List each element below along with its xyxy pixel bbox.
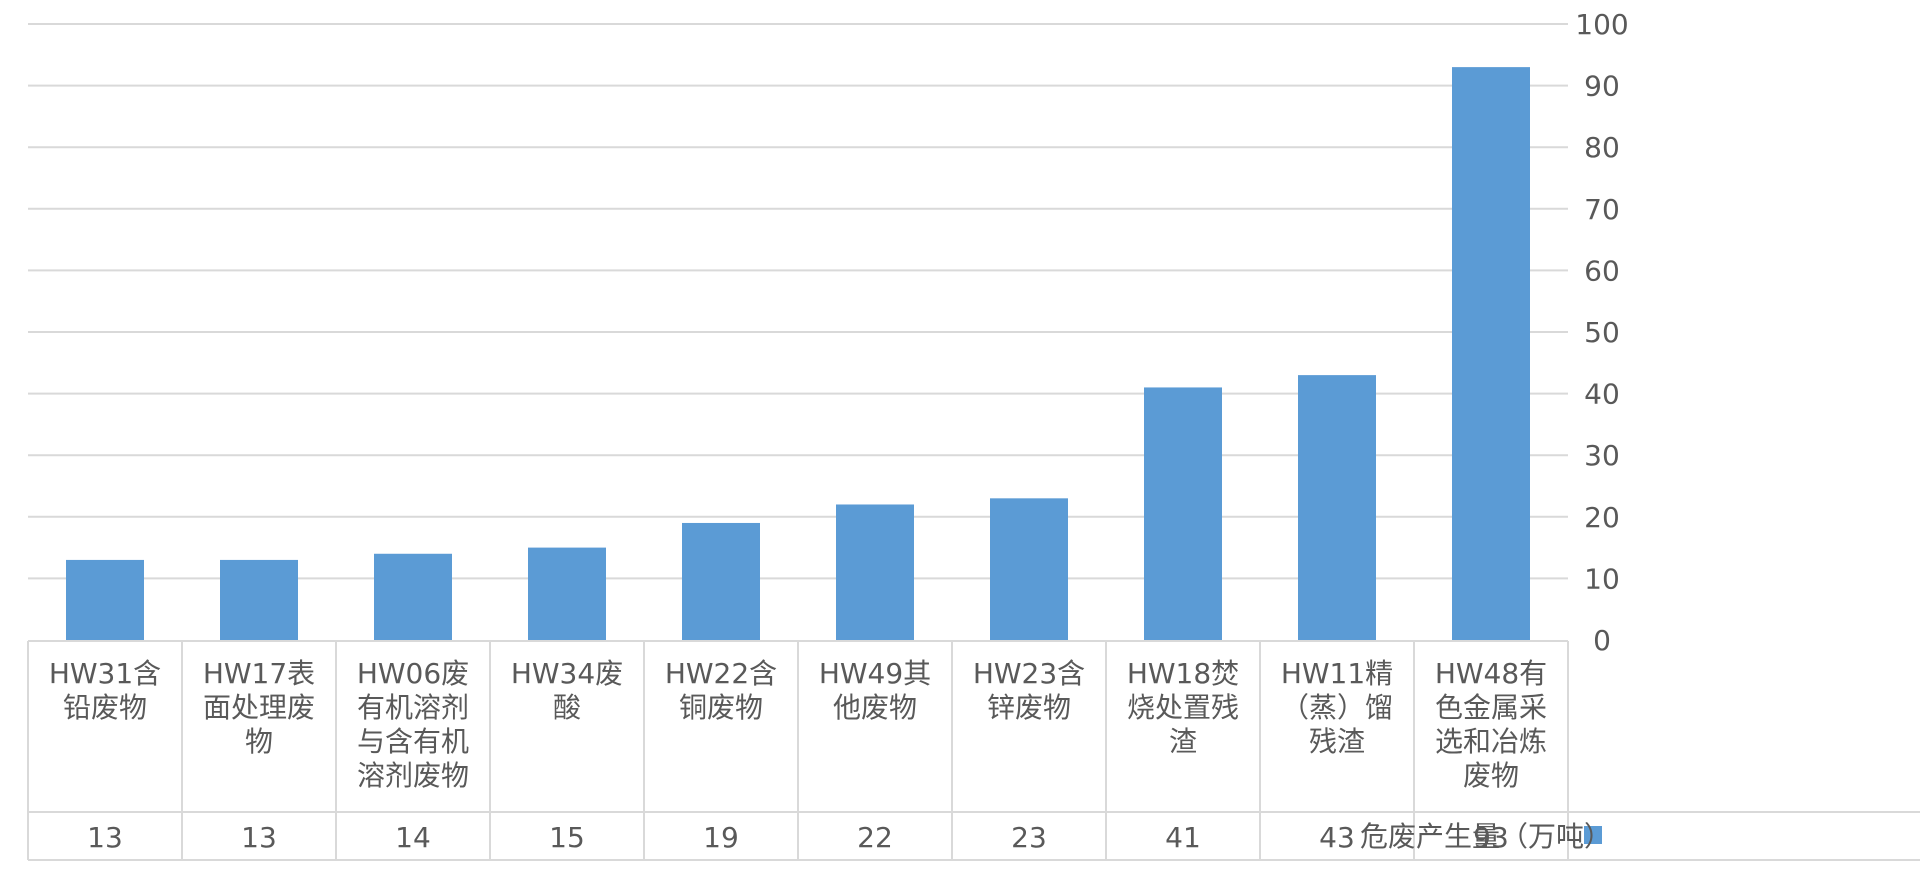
category-label: 铜废物 [679,691,763,724]
data-table-value: 13 [241,821,277,854]
data-table [27,640,1920,861]
category-label: HW34废 [511,657,623,690]
category-label: HW06废 [357,657,469,690]
category-label: HW49其 [819,657,931,690]
category-label: HW31含 [49,657,161,690]
category-label: 与含有机 [357,725,469,758]
data-table-value: 43 [1319,821,1355,854]
category-label: （蒸）馏 [1281,691,1393,724]
category-label: 色金属采 [1435,691,1547,724]
category-label: 铅废物 [63,691,147,724]
category-label: 物 [245,725,273,758]
data-table-value: 15 [549,821,585,854]
bar [1144,387,1222,640]
y-tick-label: 40 [1584,378,1620,411]
category-label: 他废物 [833,691,917,724]
y-tick-label: 0 [1593,624,1611,657]
category-label: 残渣 [1309,725,1365,758]
y-tick-label: 80 [1584,131,1620,164]
category-label: HW48有 [1435,657,1547,690]
data-table-value: 13 [87,821,123,854]
y-tick-label: 100 [1575,8,1628,41]
category-label: 选和冶炼 [1435,725,1547,758]
legend-label: 危废产生量（万吨） [1360,820,1612,853]
bar [220,559,298,640]
data-table-value: 14 [395,821,431,854]
category-label: 锌废物 [987,691,1071,724]
category-label: HW22含 [665,657,777,690]
bar [836,504,914,640]
bar [528,547,606,640]
category-label: HW11精 [1281,657,1393,690]
data-table-value: 22 [857,821,893,854]
bar [66,559,144,640]
category-label: 有机溶剂 [357,691,469,724]
y-tick-label: 10 [1584,562,1620,595]
category-label: 溶剂废物 [357,759,469,792]
y-tick-label: 20 [1584,501,1620,534]
bar [1452,67,1530,641]
bar [682,522,760,640]
category-label: 渣 [1169,725,1197,758]
data-table-value: 93 [1473,821,1509,854]
data-table-value: 41 [1165,821,1201,854]
bars [66,67,1530,641]
category-label: HW17表 [203,657,315,690]
y-tick-label: 50 [1584,316,1620,349]
category-label: 面处理废 [203,691,315,724]
y-tick-label: 90 [1584,70,1620,103]
y-tick-label: 60 [1584,254,1620,287]
bar [1298,375,1376,640]
data-table-value: 19 [703,821,739,854]
category-label: 废物 [1463,759,1519,792]
category-label: 酸 [553,691,581,724]
bar [990,498,1068,640]
data-table-value: 23 [1011,821,1047,854]
legend-swatch [1584,826,1602,844]
y-tick-label: 30 [1584,439,1620,472]
bar [374,553,452,640]
category-label: HW18焚 [1127,657,1239,690]
category-label: 烧处置残 [1127,691,1239,724]
y-tick-label: 70 [1584,193,1620,226]
category-label: HW23含 [973,657,1085,690]
